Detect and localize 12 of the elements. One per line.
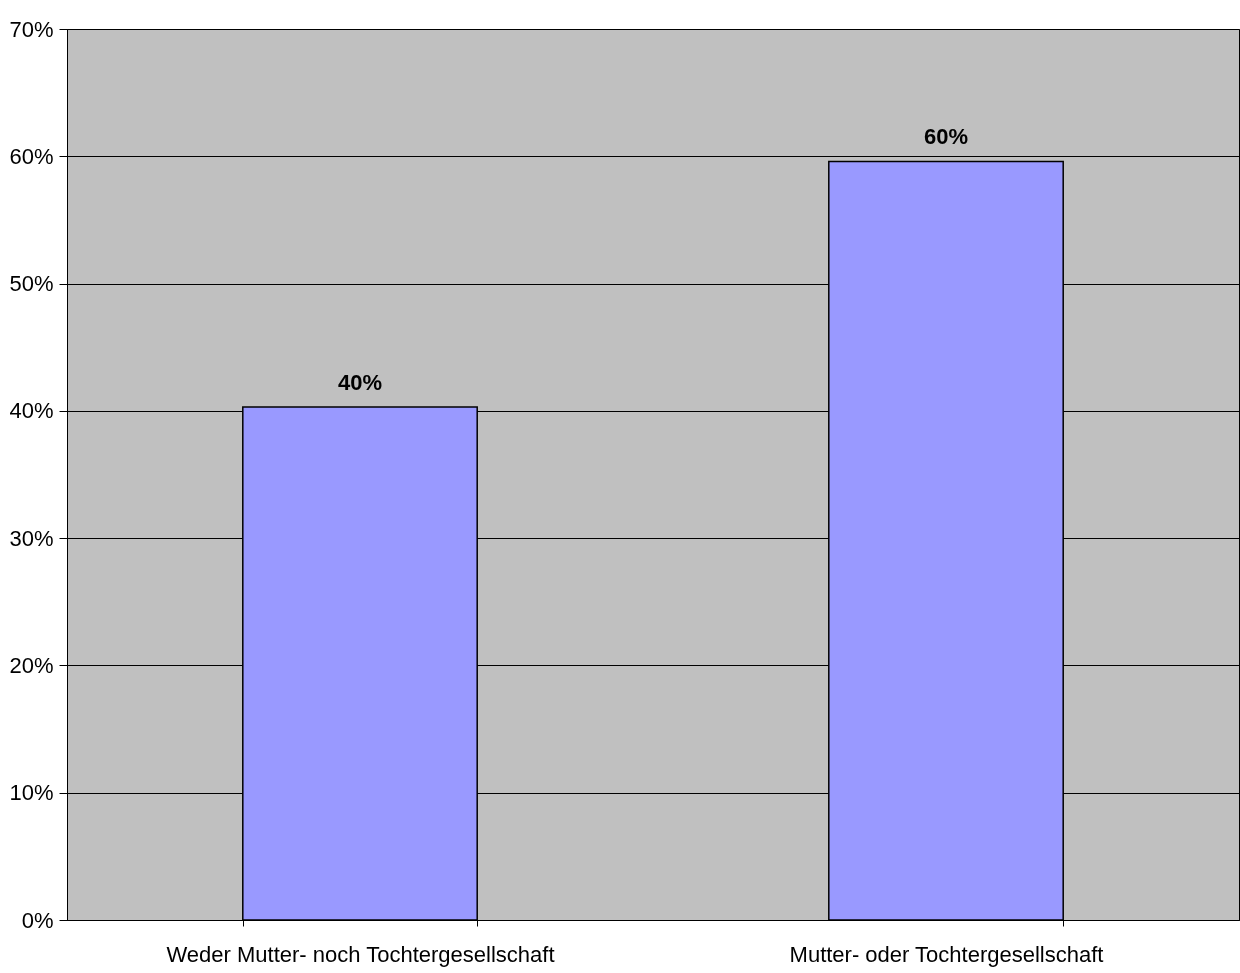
y-tick-label: 0% <box>21 907 54 933</box>
y-tick-label: 70% <box>9 16 54 42</box>
y-tick-label: 10% <box>9 780 54 806</box>
y-tick-label: 60% <box>9 143 54 169</box>
y-tick-label: 50% <box>9 271 54 297</box>
x-tick-label: Weder Mutter- noch Tochtergesellschaft <box>166 941 555 967</box>
data-label: 40% <box>337 370 383 396</box>
y-tick-label: 30% <box>9 525 54 551</box>
y-tick-label: 20% <box>9 652 54 678</box>
x-tick-label: Mutter- oder Tochtergesellschaft <box>789 941 1104 967</box>
data-label: 60% <box>923 124 969 150</box>
y-tick-label: 40% <box>9 398 54 424</box>
